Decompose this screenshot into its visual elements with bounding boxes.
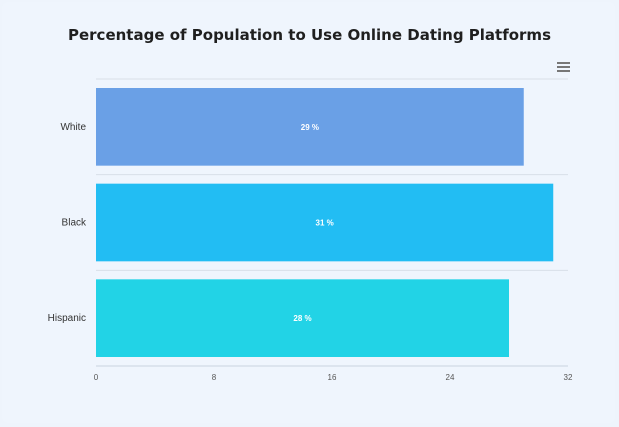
category-label: White [60, 122, 86, 133]
x-tick-label: 0 [94, 373, 99, 382]
menu-line [557, 69, 570, 72]
menu-line [557, 62, 570, 64]
bar-data-label: 29 % [301, 123, 319, 132]
x-tick-label: 24 [446, 373, 455, 382]
x-tick-label: 32 [564, 373, 573, 382]
category-label: Black [62, 218, 87, 229]
bar[interactable] [96, 88, 524, 166]
x-tick-label: 8 [212, 373, 217, 382]
bar[interactable] [96, 183, 554, 262]
bar-data-label: 31 % [316, 219, 334, 228]
bar[interactable] [96, 279, 509, 357]
chart-title: Percentage of Population to Use Online D… [67, 26, 551, 44]
x-tick-label: 16 [328, 373, 337, 382]
category-label: Hispanic [48, 313, 86, 324]
hamburger-menu-icon[interactable] [557, 62, 570, 72]
menu-line [557, 65, 570, 68]
bar-data-label: 28 % [293, 314, 311, 323]
